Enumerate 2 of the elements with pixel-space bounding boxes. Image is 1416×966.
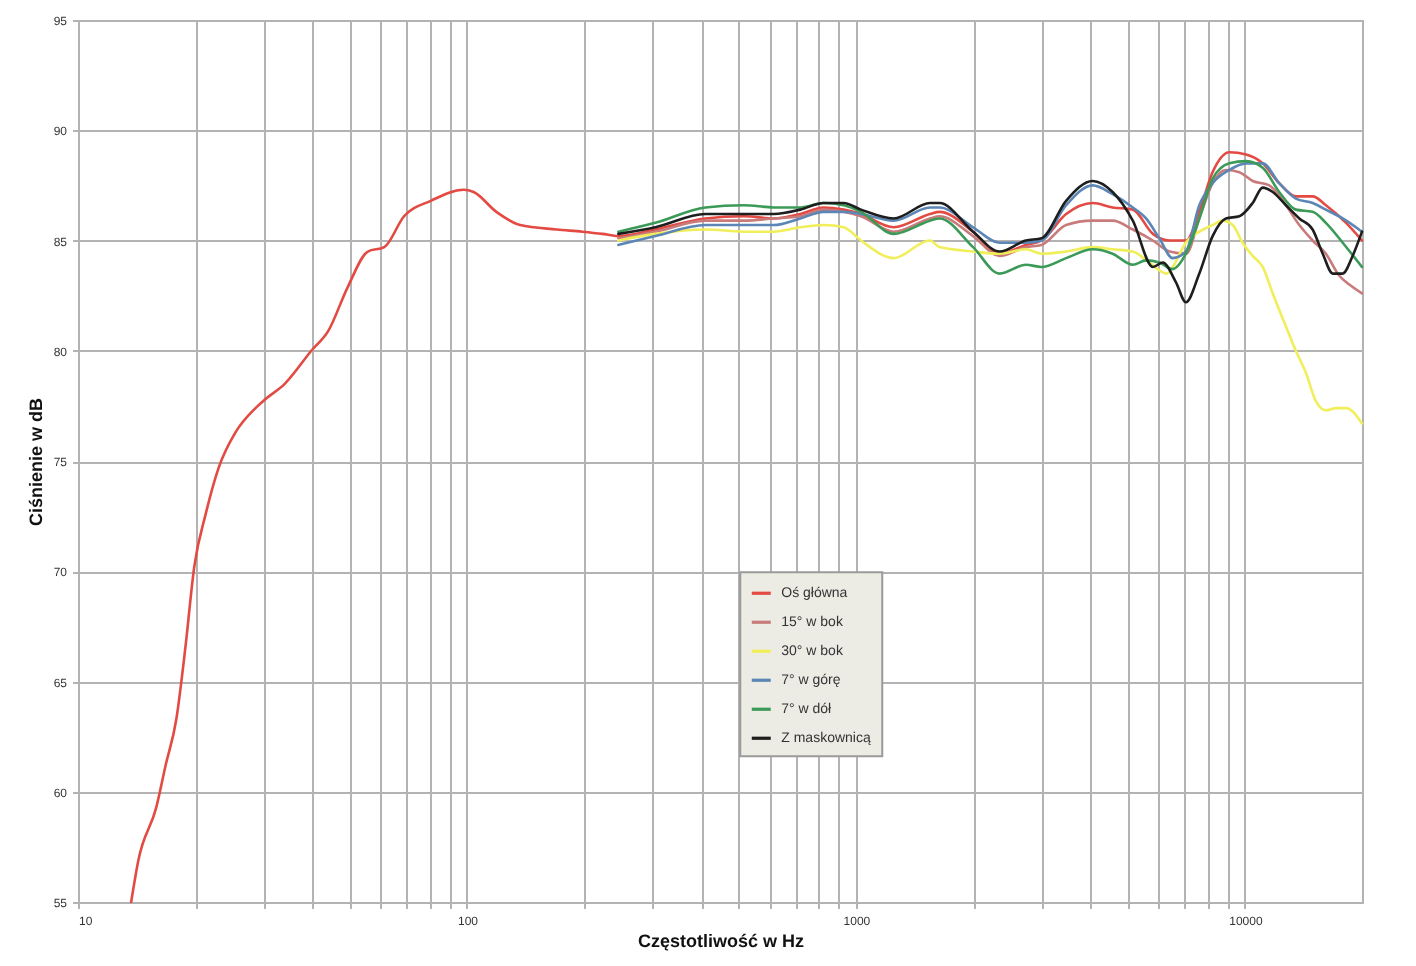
y-axis-title: Ciśnienie w dB	[25, 396, 46, 527]
x-axis-title: Częstotliwość w Hz	[637, 931, 806, 951]
